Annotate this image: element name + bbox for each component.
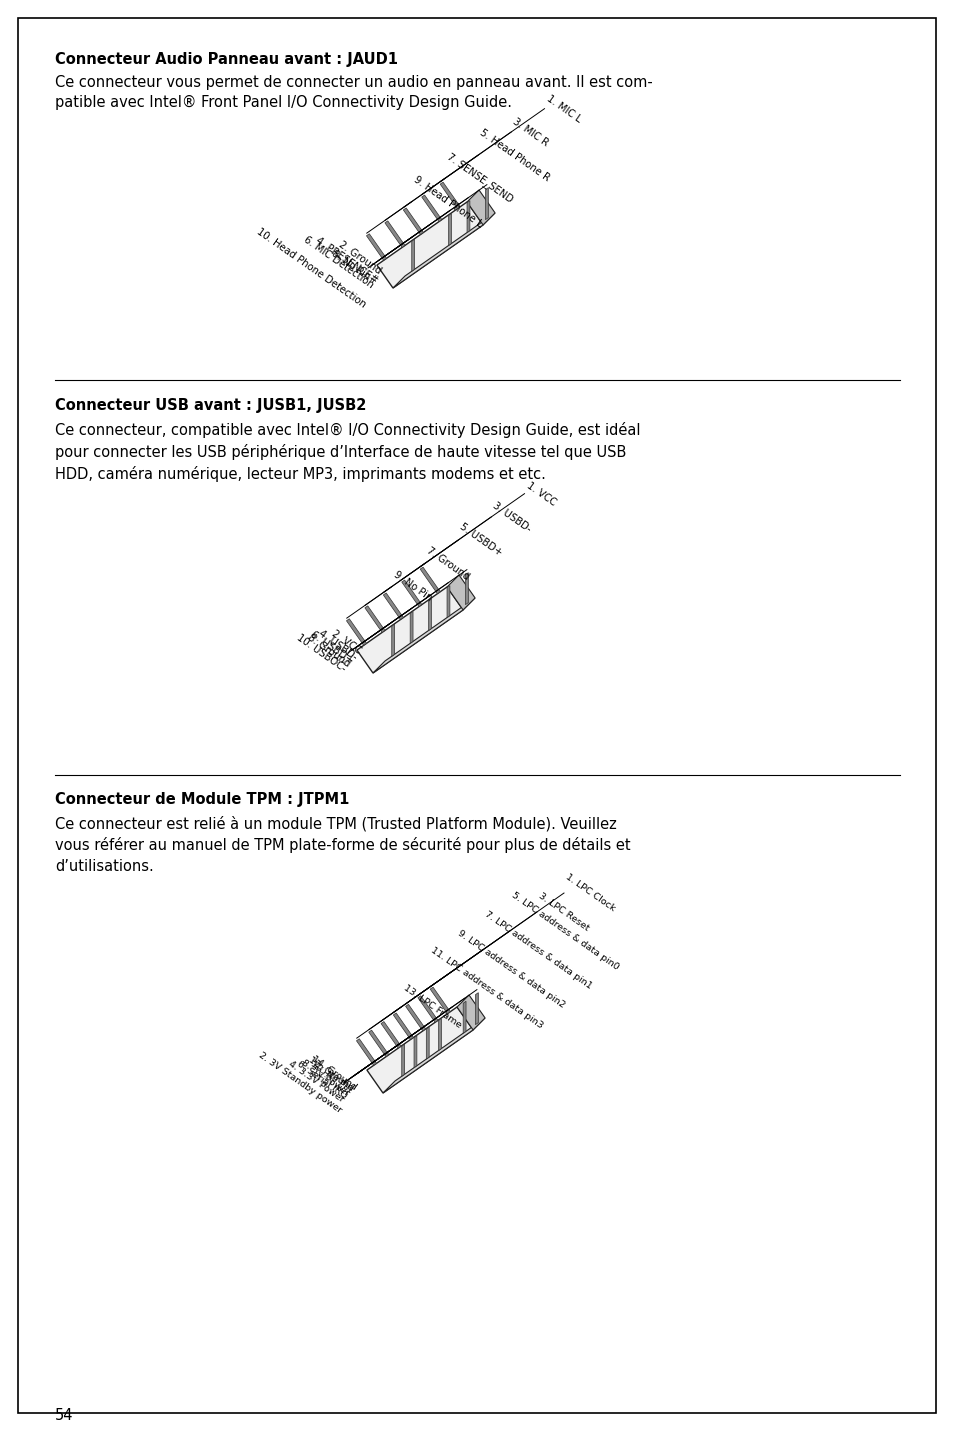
Polygon shape	[447, 575, 475, 610]
Text: 4. USBD-: 4. USBD-	[316, 628, 358, 663]
Text: Connecteur USB avant : JUSB1, JUSB2: Connecteur USB avant : JUSB1, JUSB2	[55, 398, 366, 414]
Text: Ce connecteur, compatible avec Intel® I/O Connectivity Design Guide, est idéal
p: Ce connecteur, compatible avec Intel® I/…	[55, 422, 639, 482]
Text: 5. LPC address & data pin0: 5. LPC address & data pin0	[510, 890, 619, 972]
Text: 13. LPC Frame: 13. LPC Frame	[401, 983, 462, 1030]
Polygon shape	[448, 213, 451, 246]
Polygon shape	[346, 618, 366, 645]
Text: Connecteur Audio Panneau avant : JAUD1: Connecteur Audio Panneau avant : JAUD1	[55, 52, 397, 67]
Text: 8. 5V Power: 8. 5V Power	[299, 1058, 351, 1098]
Polygon shape	[414, 1036, 416, 1068]
Text: 2. 3V Standby power: 2. 3V Standby power	[256, 1050, 343, 1115]
Polygon shape	[430, 987, 450, 1013]
Text: 7. SENSE_SEND: 7. SENSE_SEND	[444, 152, 515, 205]
Text: 54: 54	[55, 1408, 73, 1422]
Text: 14. Ground: 14. Ground	[310, 1055, 357, 1092]
Text: 5. Head Phone R: 5. Head Phone R	[477, 127, 551, 183]
Text: 6. MIC Detection: 6. MIC Detection	[302, 235, 375, 290]
Text: 5. USBD+: 5. USBD+	[457, 522, 504, 558]
Text: 9. Head Phone L: 9. Head Phone L	[412, 175, 484, 229]
Polygon shape	[369, 1030, 389, 1056]
Text: 1. VCC: 1. VCC	[524, 479, 557, 508]
Polygon shape	[428, 598, 431, 631]
Polygon shape	[419, 567, 439, 594]
Text: 7. Ground: 7. Ground	[424, 545, 471, 581]
Polygon shape	[485, 187, 488, 220]
Polygon shape	[366, 233, 386, 260]
Polygon shape	[367, 1007, 473, 1093]
Polygon shape	[393, 1013, 413, 1039]
Polygon shape	[426, 1027, 429, 1059]
Polygon shape	[465, 572, 468, 605]
Polygon shape	[382, 1017, 484, 1093]
Text: 9. LPC address & data pin2: 9. LPC address & data pin2	[456, 929, 566, 1009]
Polygon shape	[380, 1022, 400, 1047]
Text: 2. Ground: 2. Ground	[336, 239, 382, 276]
Polygon shape	[456, 995, 484, 1030]
Polygon shape	[401, 580, 421, 607]
Text: 3. LPC Reset: 3. LPC Reset	[537, 892, 590, 933]
Text: 4. 3.3V Power: 4. 3.3V Power	[287, 1059, 346, 1103]
Text: 11. LPC address & data pin3: 11. LPC address & data pin3	[429, 946, 544, 1030]
Text: 9. No Pin: 9. No Pin	[392, 570, 434, 604]
Polygon shape	[403, 207, 423, 235]
Text: 8. Ground: 8. Ground	[305, 633, 352, 668]
Polygon shape	[475, 993, 477, 1025]
Polygon shape	[383, 592, 403, 620]
Text: 2. VCC: 2. VCC	[330, 628, 362, 657]
Polygon shape	[376, 202, 482, 288]
Polygon shape	[392, 624, 395, 657]
Text: 10. Head Phone Detection: 10. Head Phone Detection	[255, 226, 368, 309]
Text: 7. LPC address & data pin1: 7. LPC address & data pin1	[482, 909, 593, 990]
Polygon shape	[421, 195, 441, 222]
Polygon shape	[405, 1005, 425, 1030]
Text: 1. LPC Clock: 1. LPC Clock	[563, 873, 617, 913]
Polygon shape	[467, 190, 495, 225]
Polygon shape	[463, 1002, 466, 1033]
Polygon shape	[356, 587, 462, 673]
Text: 3. MIC R: 3. MIC R	[511, 116, 550, 147]
Polygon shape	[364, 605, 385, 633]
Polygon shape	[412, 239, 415, 272]
Text: Connecteur de Module TPM : JTPM1: Connecteur de Module TPM : JTPM1	[55, 791, 349, 807]
Text: 3. USBD-: 3. USBD-	[491, 499, 533, 534]
Polygon shape	[401, 1045, 404, 1076]
Polygon shape	[384, 220, 404, 248]
Text: Ce connecteur est relié à un module TPM (Trusted Platform Module). Veuillez
vous: Ce connecteur est relié à un module TPM …	[55, 816, 630, 874]
Polygon shape	[393, 213, 495, 288]
Text: 8. No Pin: 8. No Pin	[330, 249, 372, 282]
Text: 10. USBOC-: 10. USBOC-	[294, 633, 348, 674]
Text: 6. USBD+: 6. USBD+	[309, 630, 355, 665]
Text: 1. MIC L: 1. MIC L	[544, 93, 582, 124]
Text: 12. Ground: 12. Ground	[307, 1056, 355, 1093]
Polygon shape	[417, 996, 437, 1022]
Polygon shape	[410, 611, 413, 644]
Text: 10. No Pin: 10. No Pin	[309, 1059, 353, 1093]
Polygon shape	[356, 1039, 376, 1065]
Text: 4. PRESENCE#: 4. PRESENCE#	[314, 235, 378, 285]
Polygon shape	[438, 1019, 441, 1050]
Polygon shape	[373, 598, 475, 673]
Polygon shape	[439, 182, 459, 209]
Polygon shape	[447, 585, 450, 618]
Polygon shape	[467, 200, 470, 233]
Text: Ce connecteur vous permet de connecter un audio en panneau avant. Il est com-
pa: Ce connecteur vous permet de connecter u…	[55, 74, 652, 110]
Text: 6. Serial IRQ: 6. Serial IRQ	[294, 1059, 348, 1100]
